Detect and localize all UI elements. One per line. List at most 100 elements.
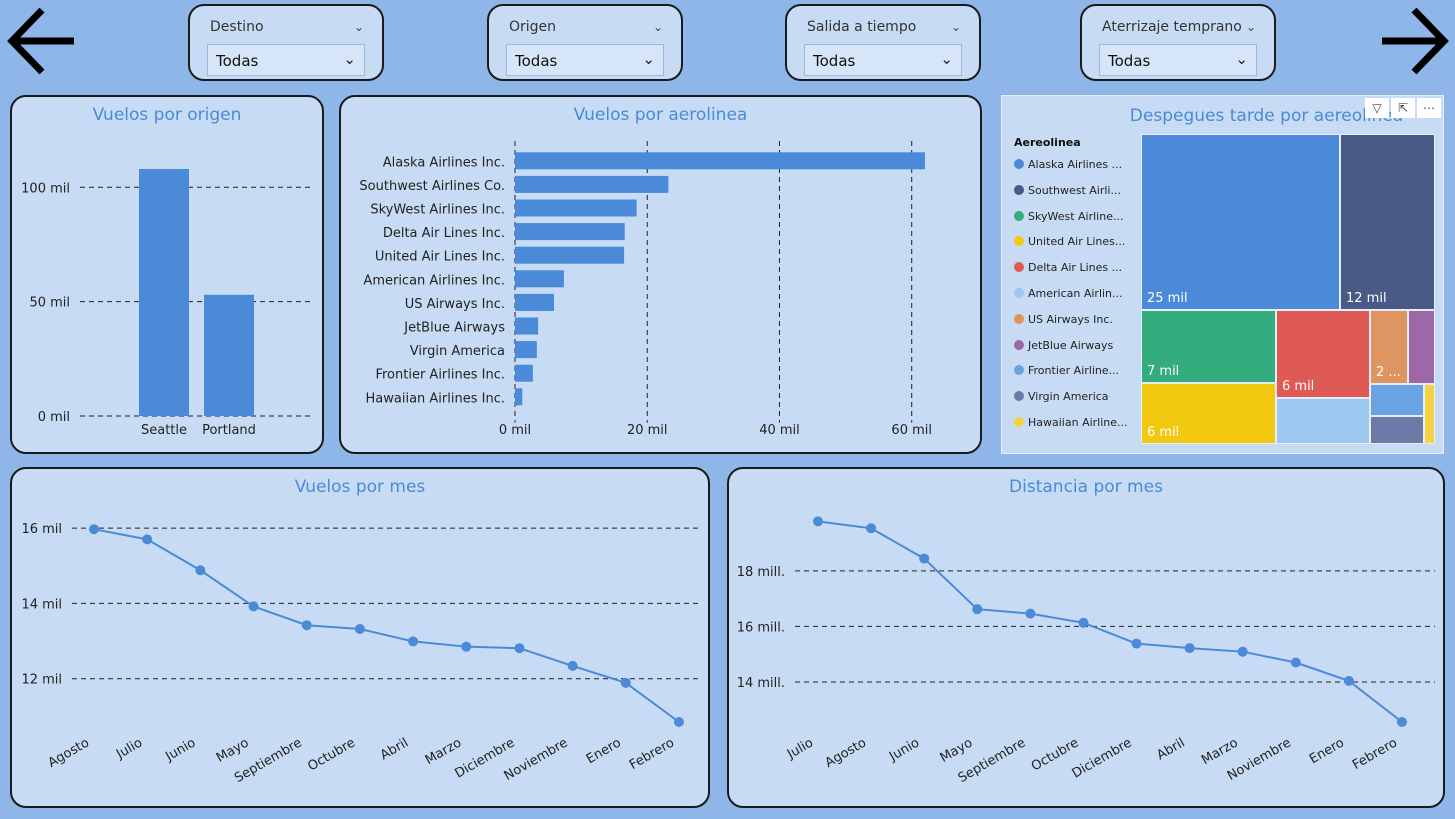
bar [139,169,189,416]
dropdown-value: Todas [1108,52,1151,70]
dropdown-aterrizaje-temprano[interactable]: Todas ⌄ [1099,44,1257,76]
data-point [1184,643,1195,654]
treemap-tile[interactable] [1370,416,1424,444]
treemap-tile[interactable] [1276,398,1370,444]
chart-title: Vuelos por origen [92,105,242,125]
dropdown-origen[interactable]: Todas ⌄ [506,44,664,76]
treemap-tile[interactable] [1424,384,1435,444]
data-point [514,643,525,654]
treemap-tile[interactable] [1370,384,1424,416]
x-tick-label: Octubre [305,735,358,774]
legend-item[interactable]: US Airways Inc. [1014,313,1113,326]
more-options-icon[interactable]: ⋯ [1417,98,1441,118]
treemap-area: 25 mil 12 mil 7 mil 6 mil 6 mil 2 ... [1141,134,1435,444]
legend-label: Virgin America [1028,390,1109,404]
filter-icon[interactable]: ▽ [1365,98,1389,118]
legend-item[interactable]: United Air Lines... [1014,235,1125,248]
y-tick-label: 16 mill. [737,620,785,635]
treemap-tile[interactable] [1408,310,1435,384]
y-tick-label: American Airlines Inc. [363,273,505,288]
legend-label: Delta Air Lines ... [1028,261,1123,275]
y-tick-label: 16 mil [21,522,62,537]
legend-item[interactable]: Southwest Airli... [1014,184,1121,197]
bar [204,294,254,416]
chart-vuelos-por-origen: 0 mil 50 mil 100 mil Seattle Portland [21,169,314,438]
treemap-tile[interactable]: 6 mil [1141,383,1276,444]
legend-label: JetBlue Airways [1028,338,1114,352]
card-vuelos-por-origen: Vuelos por origen 0 mil 50 mil 100 mil Seat… [10,95,324,454]
legend-item[interactable]: Alaska Airlines ... [1014,158,1122,171]
data-point [1131,638,1142,649]
treemap-tile[interactable]: 2 ... [1370,310,1408,384]
x-tick-label: Abril [1154,735,1187,763]
treemap-tile[interactable]: 7 mil [1141,310,1276,383]
chevron-down-icon[interactable]: ⌄ [1245,20,1256,34]
legend-item[interactable]: Virgin America [1014,390,1109,403]
y-tick-label: 14 mil [21,597,62,612]
data-point [1025,608,1036,619]
card-despegues-tarde: Despegues tarde por aereolinea ▽ ⇱ ⋯ Aer… [1001,95,1444,454]
y-tick-label: Hawaiian Airlines Inc. [366,391,505,406]
treemap-tile[interactable]: 6 mil [1276,310,1370,398]
chart-title: Vuelos por mes [294,477,426,497]
arrow-right-icon[interactable] [1380,6,1450,76]
y-tick-label: Delta Air Lines Inc. [383,226,505,241]
x-tick-label: 60 mil [891,423,932,438]
focus-mode-icon[interactable]: ⇱ [1391,98,1415,118]
chevron-down-icon[interactable]: ⌄ [353,20,364,34]
dropdown-salida-a-tiempo[interactable]: Todas ⌄ [804,44,962,76]
data-point [354,623,365,634]
legend-item[interactable]: Frontier Airline... [1014,364,1119,377]
legend-item[interactable]: SkyWest Airline... [1014,210,1123,223]
legend-marker [1014,339,1024,350]
treemap-tile[interactable]: 25 mil [1141,134,1340,310]
y-tick-label: Virgin America [410,344,505,359]
x-tick-label: Agosto [823,735,869,770]
legend-label: Frontier Airline... [1028,364,1120,378]
data-point [1343,675,1354,686]
data-point [408,636,419,647]
legend-item[interactable]: American Airlin... [1014,287,1123,300]
chevron-down-icon[interactable]: ⌄ [652,20,663,34]
slicer-title: Aterrizaje temprano [1102,19,1242,35]
bar [515,364,533,382]
arrow-left-icon[interactable] [6,6,76,76]
y-tick-label: Alaska Airlines Inc. [383,155,505,170]
y-tick-label: SkyWest Airlines Inc. [370,203,505,218]
legend-item[interactable]: Delta Air Lines ... [1014,261,1122,274]
data-label: 25 mil [1147,291,1188,306]
legend-label: American Airlin... [1028,287,1123,300]
data-point [620,677,631,688]
treemap-tile[interactable]: 12 mil [1340,134,1435,310]
dropdown-destino[interactable]: Todas ⌄ [207,44,365,76]
data-point [919,553,930,564]
legend-item[interactable]: JetBlue Airways [1014,339,1113,352]
chart-title: Vuelos por aerolinea [573,105,748,125]
x-tick-label: Abril [378,735,411,763]
data-point [195,565,206,576]
slicer-title: Salida a tiempo [807,19,917,35]
legend-marker [1014,365,1024,376]
y-tick-label: 100 mil [21,181,70,196]
legend-marker [1014,288,1024,298]
legend-item[interactable]: Hawaiian Airline... [1014,416,1128,429]
y-tick-label: 12 mil [21,673,62,688]
bar [515,341,537,359]
x-tick-label: Seattle [141,423,187,438]
data-point [866,523,877,534]
card-distancia-por-mes: Distancia por mes 14 mill. 16 mill. 18 mil… [727,467,1445,808]
y-tick-label: Southwest Airlines Co. [359,179,505,194]
bar [515,293,555,311]
data-point [567,660,578,671]
data-point [813,516,823,527]
x-tick-label: Enero [1307,735,1347,767]
bar [515,246,625,264]
chevron-down-icon: ⌄ [940,50,953,68]
chevron-down-icon[interactable]: ⌄ [950,20,961,34]
data-point [1290,657,1301,668]
data-point [1237,646,1248,657]
x-tick-label: Mayo [938,735,976,765]
slicer-origen: Origen ⌄ Todas ⌄ [487,4,683,81]
x-tick-label: 20 mil [627,423,668,438]
y-tick-label: 50 mil [29,296,70,311]
